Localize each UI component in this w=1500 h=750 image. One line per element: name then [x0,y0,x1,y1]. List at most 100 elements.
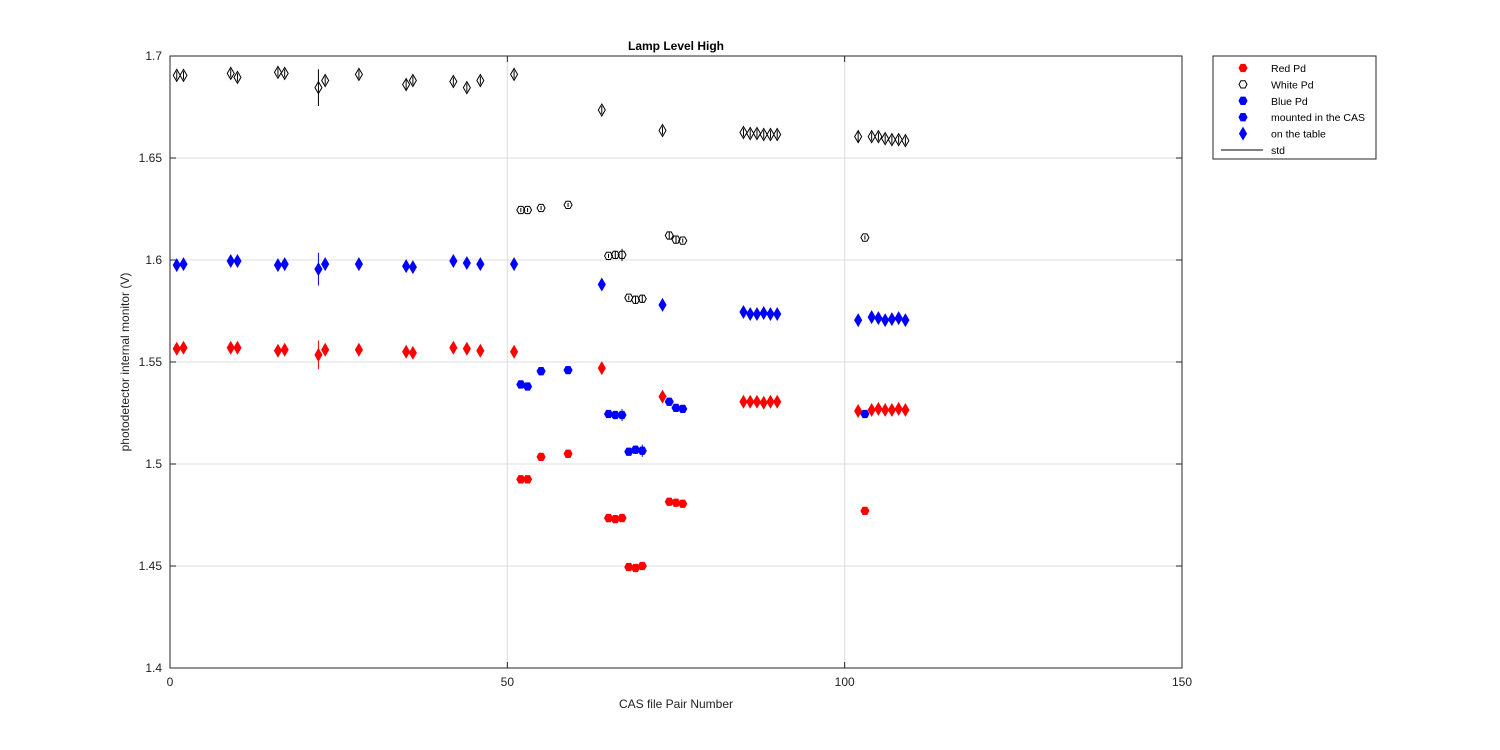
data-point [874,401,883,416]
data-point [402,77,411,92]
data-point [179,257,188,272]
legend-marker [1238,63,1248,73]
data-point [759,306,768,321]
data-point [563,366,573,375]
data-point [280,66,289,81]
data-point [678,236,688,245]
data-point [664,397,674,406]
data-point [226,66,235,81]
data-point [449,74,458,89]
data-point [630,295,641,304]
data-point [536,452,546,461]
y-tick-label: 1.6 [145,253,162,267]
data-point [739,305,748,320]
data-point [617,250,627,260]
data-point [522,205,533,215]
data-point [752,126,762,141]
data-point [402,259,411,274]
data-point [462,256,471,271]
data-point [522,382,533,391]
data-point [637,446,647,455]
data-point [887,402,896,417]
legend-label: White Pd [1271,79,1314,91]
data-point [610,410,620,420]
data-point [881,402,890,417]
data-point [603,513,614,523]
data-point [273,343,283,358]
legend-label: Blue Pd [1271,96,1308,108]
x-tick-label: 50 [501,675,515,689]
data-point [354,342,363,357]
x-tick-label: 100 [835,675,855,689]
y-tick-label: 1.4 [145,661,162,675]
data-point [759,127,768,142]
data-point [516,475,526,484]
data-point [881,313,890,328]
data-point [321,73,330,88]
data-point [449,340,458,355]
data-point [773,394,782,409]
data-point [658,389,667,404]
series-group [516,366,870,457]
data-point [179,340,188,355]
data-point [867,310,876,325]
legend-box [1212,55,1377,160]
plot-area: 0 50 100 150 1.4 1.45 1.5 1.55 1.6 1.65 1.7 [139,49,1193,689]
data-point [233,340,242,355]
data-point [462,80,471,95]
data-point [273,65,283,80]
data-point [637,294,647,303]
data-point [671,403,681,413]
data-point [510,67,519,82]
data-point [321,257,330,272]
data-point [402,344,411,359]
data-point [536,367,546,376]
legend-label: mounted in the CAS [1271,112,1365,124]
series-group [172,252,910,328]
series-layer [172,65,910,573]
data-point [314,347,323,362]
data-point [273,258,283,273]
y-tick-label: 1.5 [145,457,162,471]
data-point [766,307,775,322]
data-point [658,123,667,138]
data-point [476,343,485,358]
x-axis-label: CAS file Pair Number [619,697,733,711]
data-point [280,257,289,272]
data-point [860,506,870,516]
legend-label: std [1271,145,1285,157]
legend-marker [1238,96,1248,105]
data-point [637,561,647,571]
data-point [624,447,634,456]
data-point [766,127,775,142]
data-point [881,131,890,146]
data-point [624,562,634,572]
data-point [773,127,782,142]
data-point [854,129,863,144]
data-point [759,395,768,410]
data-point [860,409,870,419]
legend-marker [1238,113,1248,122]
data-point [172,341,181,356]
data-point [854,313,863,328]
data-point [226,340,235,355]
data-point [630,563,641,573]
data-point [510,344,519,359]
data-point [314,80,323,95]
data-point [874,129,883,144]
y-axis-label: photodetector internal monitor (V) [118,273,132,452]
data-point [658,297,667,312]
data-point [671,235,681,244]
data-point [630,445,641,454]
data-point [603,251,614,261]
data-point [901,313,910,328]
data-point [752,394,762,409]
data-point [664,231,674,240]
data-point [408,260,417,275]
data-point [887,132,896,147]
data-point [516,205,526,215]
y-tick-label: 1.65 [139,151,163,165]
data-point [894,132,903,147]
data-point [597,103,606,118]
legend-label: Red Pd [1271,63,1306,75]
